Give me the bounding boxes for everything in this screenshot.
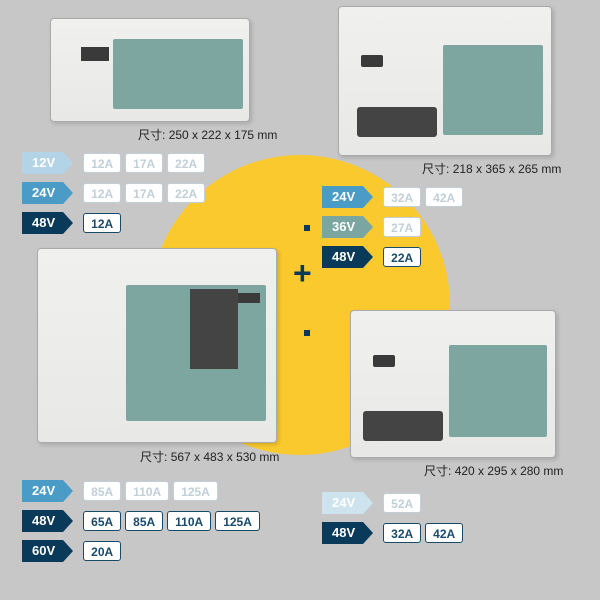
spec-row: 48V 32A42A [322,522,463,544]
amp-tag: 12A [83,213,121,233]
spec-row: 24V 12A17A22A [22,182,205,204]
amp-tag: 17A [125,183,163,203]
amp-tag: 125A [215,511,260,531]
dim-d: 尺寸: 420 x 295 x 280 mm [424,462,563,479]
voltage-tag: 24V [22,182,63,204]
spec-row: 48V 65A85A110A125A [22,510,260,532]
voltage-tag: 60V [22,540,63,562]
amp-tag: 22A [167,183,205,203]
squiggle-dot [304,330,310,336]
dim-c: 尺寸: 567 x 483 x 530 mm [140,448,279,465]
amp-tag: 125A [173,481,218,501]
spec-row: 24V 85A110A125A [22,480,218,502]
squiggle-dot [304,225,310,231]
voltage-tag: 24V [322,492,363,514]
voltage-tag: 48V [22,212,63,234]
amp-tag: 85A [83,481,121,501]
voltage-tag: 24V [322,186,363,208]
plus-icon: + [293,255,312,292]
device-a [50,18,250,122]
voltage-tag: 36V [322,216,363,238]
dim-b: 尺寸: 218 x 365 x 265 mm [422,160,561,177]
amp-tag: 32A [383,187,421,207]
amp-tag: 27A [383,217,421,237]
amp-tag: 42A [425,187,463,207]
device-b [338,6,552,156]
amp-tag: 65A [83,511,121,531]
voltage-tag: 48V [322,522,363,544]
spec-row: 60V 20A [22,540,121,562]
amp-tag: 110A [167,511,211,531]
voltage-tag: 24V [22,480,63,502]
amp-tag: 42A [425,523,463,543]
voltage-tag: 48V [322,246,363,268]
spec-row: 48V 22A [322,246,421,268]
spec-row: 12V 12A17A22A [22,152,205,174]
voltage-tag: 12V [22,152,63,174]
voltage-tag: 48V [22,510,63,532]
spec-row: 48V 12A [22,212,121,234]
amp-tag: 22A [383,247,421,267]
device-c [37,248,277,443]
amp-tag: 85A [125,511,163,531]
amp-tag: 20A [83,541,121,561]
device-d [350,310,556,458]
amp-tag: 12A [83,183,121,203]
amp-tag: 52A [383,493,421,513]
amp-tag: 12A [83,153,121,173]
spec-row: 24V 52A [322,492,421,514]
spec-row: 24V 32A42A [322,186,463,208]
spec-row: 36V 27A [322,216,421,238]
dim-a: 尺寸: 250 x 222 x 175 mm [138,126,277,143]
amp-tag: 110A [125,481,169,501]
amp-tag: 22A [167,153,205,173]
amp-tag: 17A [125,153,163,173]
amp-tag: 32A [383,523,421,543]
